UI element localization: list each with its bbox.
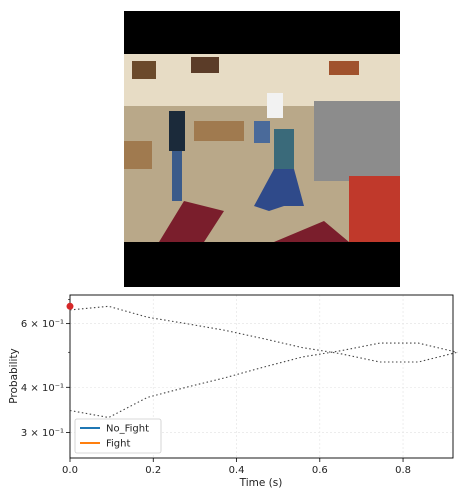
y-tick-label: 4 × 10⁻¹ <box>21 383 64 394</box>
y-tick-label: 6 × 10⁻¹ <box>21 319 64 330</box>
x-tick-label: 0.2 <box>145 465 161 476</box>
x-tick-label: 0.4 <box>229 465 245 476</box>
scene-person-4 <box>267 93 283 118</box>
current-time-marker <box>66 302 74 310</box>
video-frame <box>124 11 400 287</box>
legend-label-no-fight: No_Fight <box>106 424 149 435</box>
scene-table-center <box>194 121 244 141</box>
scene-table-left <box>124 141 152 169</box>
scene-rug-left <box>159 201 224 242</box>
x-tick-label: 0.8 <box>395 465 411 476</box>
y-axis-ticks: 3 × 10⁻¹ 4 × 10⁻¹ 6 × 10⁻¹ <box>21 299 70 439</box>
legend: No_Fight Fight <box>74 418 162 454</box>
surveillance-video-frame-icon <box>124 11 400 287</box>
y-tick-label: 3 × 10⁻¹ <box>21 428 64 439</box>
scene-picture-1 <box>132 61 156 79</box>
scene-person-1-legs <box>172 151 182 201</box>
scene-person-1 <box>169 111 185 151</box>
scene-red-cabinet <box>349 176 400 242</box>
series-layer <box>69 305 458 419</box>
scene-person-2-legs <box>254 169 304 211</box>
plot-frame <box>69 294 454 459</box>
scene-rug-right <box>274 221 349 242</box>
x-axis-label: Time (s) <box>239 477 283 489</box>
scene-menu-board <box>329 61 359 75</box>
legend-label-fight: Fight <box>106 439 130 450</box>
series-line-no-fight <box>69 305 458 363</box>
x-tick-label: 0.0 <box>62 465 78 476</box>
x-tick-label: 0.6 <box>312 465 328 476</box>
marker-layer <box>66 302 74 310</box>
scene-counter <box>314 101 400 181</box>
scene-person-3 <box>254 121 270 143</box>
scene-picture-2 <box>191 57 219 73</box>
scene-person-2 <box>274 129 294 169</box>
x-axis-ticks: 0.0 0.2 0.4 0.6 0.8 <box>62 458 411 476</box>
series-line-fight <box>69 342 458 419</box>
y-axis-label: Probability <box>8 348 20 404</box>
